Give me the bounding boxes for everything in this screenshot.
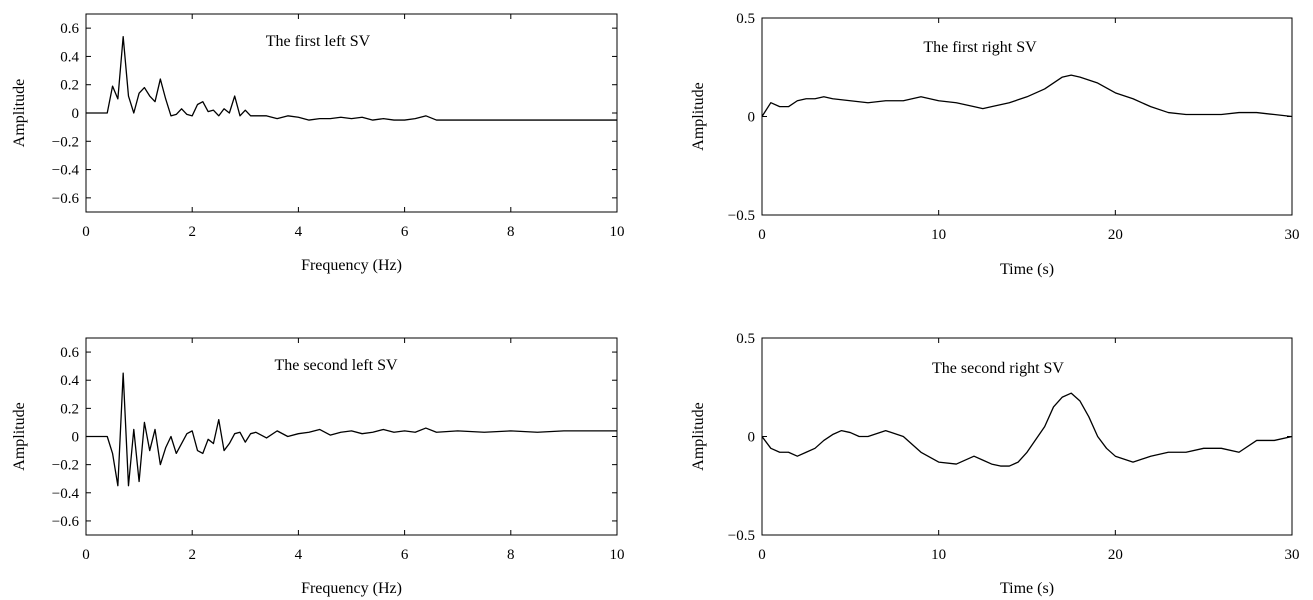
y-tick-label: 0: [748, 430, 756, 446]
x-tick-label: 10: [610, 547, 625, 563]
x-tick-label: 4: [295, 224, 303, 240]
x-tick-label: 0: [758, 227, 766, 243]
x-tick-label: 10: [610, 224, 625, 240]
y-tick-label: −0.4: [52, 163, 80, 179]
x-tick-label: 30: [1285, 547, 1300, 563]
y-tick-label: −0.6: [52, 514, 80, 530]
x-tick-label: 4: [295, 547, 303, 563]
y-tick-label: 0.6: [60, 345, 79, 361]
x-tick-label: 10: [931, 547, 946, 563]
y-tick-label: 0: [72, 106, 80, 122]
x-tick-label: 0: [82, 547, 90, 563]
y-tick-label: −0.5: [728, 528, 755, 544]
x-axis-title: Frequency (Hz): [301, 580, 402, 597]
y-tick-label: 0.4: [60, 49, 79, 65]
x-tick-label: 6: [401, 547, 409, 563]
series-line: [86, 35, 617, 121]
x-tick-label: 6: [401, 224, 409, 240]
x-axis-title: Frequency (Hz): [301, 257, 402, 274]
y-tick-label: 0.5: [736, 11, 755, 27]
y-axis-title: Amplitude: [690, 82, 707, 150]
x-tick-label: 20: [1108, 227, 1123, 243]
y-tick-label: 0.5: [736, 331, 755, 347]
x-tick-label: 30: [1285, 227, 1300, 243]
x-tick-label: 10: [931, 227, 946, 243]
y-tick-label: −0.2: [52, 458, 79, 474]
y-tick-label: 0.6: [60, 21, 79, 37]
y-tick-label: 0.2: [60, 401, 79, 417]
panel-title: The first right SV: [923, 39, 1037, 56]
x-tick-label: 0: [758, 547, 766, 563]
x-tick-label: 8: [507, 547, 515, 563]
x-tick-label: 8: [507, 224, 515, 240]
x-tick-label: 0: [82, 224, 90, 240]
series-line: [761, 74, 1293, 118]
y-tick-label: −0.4: [52, 486, 80, 502]
y-axis-title: Amplitude: [11, 79, 28, 147]
x-tick-label: 2: [188, 224, 196, 240]
y-tick-label: 0: [72, 430, 80, 446]
x-axis-title: Time (s): [1000, 261, 1054, 278]
y-axis-title: Amplitude: [11, 402, 28, 470]
x-axis-title: Time (s): [1000, 580, 1054, 597]
y-tick-label: −0.6: [52, 191, 80, 207]
panel-title: The second right SV: [932, 360, 1064, 377]
x-tick-label: 20: [1108, 547, 1123, 563]
y-tick-label: −0.5: [728, 208, 755, 224]
chart-panel-1: 0 2 4 6 8 10 0.6 0.4 0.2 0 −0.2 −0.4 −0.6 The first l…: [11, 13, 625, 274]
y-tick-label: −0.2: [52, 134, 79, 150]
y-axis-title: Amplitude: [690, 402, 707, 470]
series-line: [761, 392, 1293, 467]
y-tick-label: 0.4: [60, 373, 79, 389]
y-tick-label: 0: [748, 110, 756, 126]
y-tick-label: 0.2: [60, 78, 79, 94]
chart-panel-3: 0 2 4 6 8 10 0.6 0.4 0.2 0 −0.2 −0.4 −0.6 The second …: [11, 337, 625, 597]
panel-title: The second left SV: [274, 357, 398, 374]
series-line: [86, 372, 617, 487]
x-tick-label: 2: [188, 547, 196, 563]
panel-title: The first left SV: [266, 33, 371, 50]
